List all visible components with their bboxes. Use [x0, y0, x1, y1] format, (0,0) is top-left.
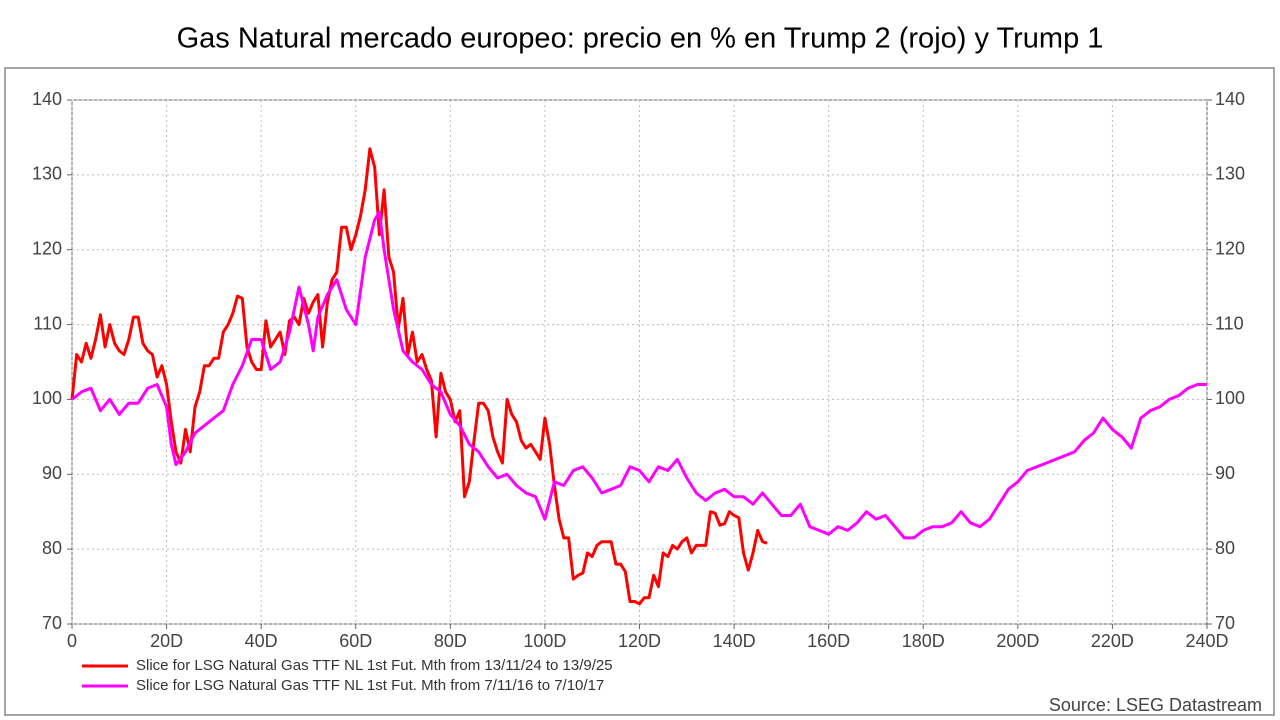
- y-tick-label: 90: [42, 463, 62, 483]
- legend-label: Slice for LSG Natural Gas TTF NL 1st Fut…: [136, 677, 604, 694]
- x-tick-label: 100D: [523, 631, 566, 651]
- series-line: [70, 147, 768, 606]
- x-tick-label: 200D: [996, 631, 1039, 651]
- series-line: [71, 210, 1207, 540]
- x-tick-label: 240D: [1185, 631, 1228, 651]
- y-tick-label: 110: [33, 313, 62, 333]
- y2-tick-label: 130: [1215, 164, 1245, 184]
- y2-tick-label: 110: [1215, 313, 1244, 333]
- y2-tick-label: 80: [1215, 538, 1235, 558]
- x-tick-label: 80D: [434, 631, 467, 651]
- x-tick-label: 180D: [902, 631, 945, 651]
- x-tick-label: 220D: [1091, 631, 1134, 651]
- y-tick-label: 140: [32, 89, 62, 109]
- x-tick-label: 0: [67, 631, 77, 651]
- y2-tick-label: 90: [1215, 463, 1235, 483]
- y-tick-label: 70: [42, 613, 62, 633]
- y-tick-label: 80: [42, 538, 62, 558]
- chart-title: Gas Natural mercado europeo: precio en %…: [177, 23, 1104, 55]
- x-tick-label: 140D: [713, 631, 756, 651]
- chart-frame: [4, 67, 1275, 716]
- y2-tick-label: 140: [1215, 89, 1245, 109]
- x-tick-label: 60D: [339, 631, 372, 651]
- x-tick-label: 160D: [807, 631, 850, 651]
- y2-tick-label: 100: [1215, 388, 1245, 408]
- x-tick-label: 40D: [245, 631, 278, 651]
- x-tick-label: 120D: [618, 631, 661, 651]
- x-tick-label: 20D: [150, 631, 183, 651]
- y-tick-label: 100: [32, 388, 62, 408]
- y2-tick-label: 70: [1215, 613, 1235, 633]
- y2-tick-label: 120: [1215, 238, 1245, 258]
- source: Source: LSEG Datastream: [1049, 695, 1262, 715]
- y-tick-label: 120: [32, 238, 62, 258]
- y-tick-label: 130: [32, 164, 62, 184]
- legend-label: Slice for LSG Natural Gas TTF NL 1st Fut…: [136, 657, 613, 674]
